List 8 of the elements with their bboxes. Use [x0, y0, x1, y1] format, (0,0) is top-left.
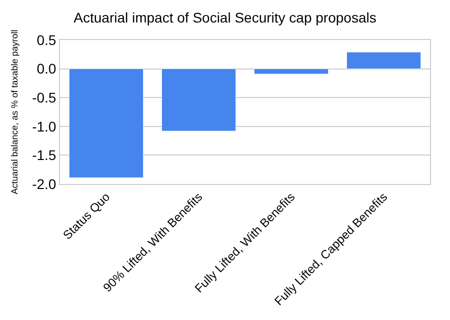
y-tick-label: 0.5 — [36, 32, 56, 48]
y-axis-title: Actuarial balance, as % of taxable payroll — [9, 30, 20, 194]
y-tick-label: -1.5 — [32, 147, 56, 164]
y-tick-label: -2.0 — [32, 176, 56, 192]
y-tick-label: -1.0 — [32, 118, 56, 134]
y-tick-label: -0.5 — [32, 90, 56, 106]
chart-title: Actuarial impact of Social Security cap proposals — [74, 10, 376, 26]
y-tick-label: 0.0 — [36, 60, 56, 77]
